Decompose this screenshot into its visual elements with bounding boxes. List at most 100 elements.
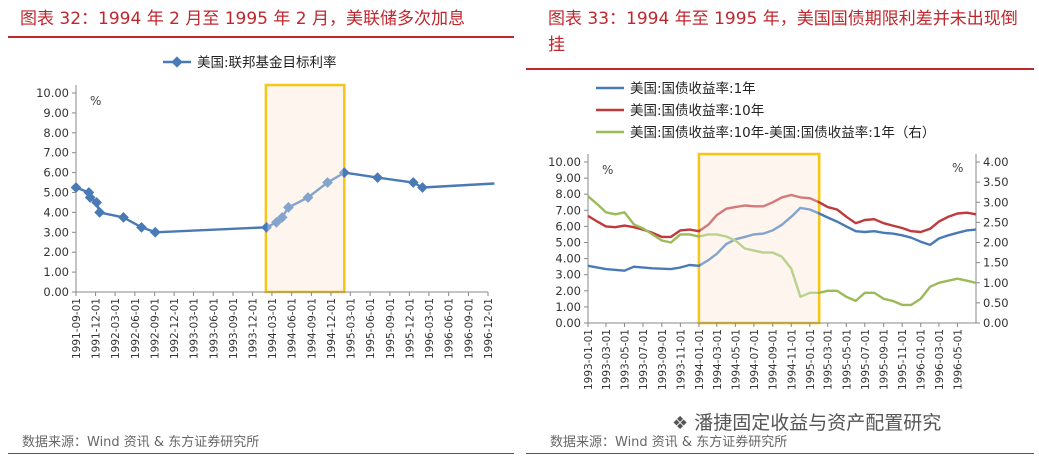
x-tick-label: 1994-01-01: [694, 329, 706, 390]
x-tick-label: 1994-09-01: [768, 329, 780, 390]
y-tick-label: 3.00: [43, 225, 69, 239]
x-tick-label: 1995-11-01: [897, 329, 909, 390]
x-tick-label: 1993-09-01: [657, 329, 669, 390]
x-tick-label: 1992-03-01: [110, 298, 122, 359]
title-divider-left: [8, 36, 514, 38]
x-tick-label: 1993-03-01: [188, 298, 200, 359]
legend-label: 美国:国债收益率:1年: [630, 80, 756, 97]
x-tick-label: 1995-12-01: [404, 298, 416, 359]
x-tick-label: 1994-09-01: [306, 298, 318, 359]
y-tick-label: 10.00: [36, 86, 69, 100]
y-tick-label: 3.00: [555, 268, 581, 282]
x-tick-label: 1996-03-01: [934, 329, 946, 390]
data-point: [271, 216, 282, 228]
y-tick-label: 7.00: [43, 146, 69, 160]
x-tick-label: 1996-03-01: [424, 298, 436, 359]
y-tick-label: 9.00: [43, 106, 69, 120]
y-tick-label: 0.00: [43, 285, 69, 299]
left-panel: 图表 32：1994 年 2 月至 1995 年 2 月，美联储多次加息 0.0…: [8, 9, 514, 454]
chart-title-left: 图表 32：1994 年 2 月至 1995 年 2 月，美联储多次加息: [20, 9, 466, 29]
y-tick-label: 2.00: [43, 245, 69, 259]
y2-tick-label: 1.50: [983, 256, 1009, 270]
y-tick-label: 1.00: [555, 300, 581, 314]
y-tick-label: 9.00: [555, 171, 581, 185]
data-point: [372, 172, 383, 183]
x-tick-label: 1995-01-01: [805, 329, 817, 390]
legend-marker: [171, 56, 183, 68]
watermark-text: 潘捷固定收益与资产配置研究: [694, 412, 942, 434]
series-line-2: [587, 195, 977, 307]
y-tick-label: 7.00: [555, 203, 581, 217]
fed-funds-chart: 0.00 1.00 2.00 3.00 4.00 5.00 6.00 7.00 8.00 9.00…: [36, 54, 495, 359]
x-tick-label: 1996-05-01: [952, 329, 964, 390]
highlight-wash: [700, 155, 818, 322]
x-tick-label: 1996-12-01: [483, 298, 495, 359]
watermark: ❖ 潘捷固定收益与资产配置研究: [672, 408, 941, 435]
x-tick-label: 1996-09-01: [463, 298, 475, 359]
x-tick-label: 1995-09-01: [879, 329, 891, 390]
series-line-1: [587, 193, 977, 239]
x-tick-label: 1993-07-01: [638, 329, 650, 390]
y-tick-label: 5.00: [43, 186, 69, 200]
y2-tick-label: 4.00: [983, 155, 1009, 169]
y-tick-label: 10.00: [548, 155, 581, 169]
y-tick-label: 8.00: [43, 126, 69, 140]
x-tick-label: 1995-03-01: [823, 329, 835, 390]
y-tick-label: 5.00: [555, 236, 581, 250]
y2-tick-label: 2.00: [983, 236, 1009, 250]
y2-tick-label: 1.00: [983, 276, 1009, 290]
y2-unit-label: %: [952, 161, 963, 175]
data-point: [70, 182, 82, 193]
right-panel: 图表 33：1994 年至 1995 年，美国国债期限利差并未出现倒挂 0.00…: [522, 0, 1039, 465]
source-note-right: 数据来源：Wind 资讯 & 东方证券研究所: [550, 435, 788, 450]
data-point: [302, 192, 314, 203]
data-point: [417, 182, 428, 193]
x-tick-label: 1994-07-01: [749, 329, 761, 390]
y2-tick-label: 3.50: [983, 175, 1009, 189]
x-tick-label: 1992-06-01: [130, 298, 142, 359]
y-tick-label: 1.00: [43, 265, 69, 279]
x-tick-label: 1993-03-01: [601, 329, 613, 390]
y-tick-label: 2.00: [555, 284, 581, 298]
data-point: [94, 207, 106, 218]
x-tick-label: 1991-09-01: [71, 298, 83, 359]
y-tick-label: 4.00: [555, 252, 581, 266]
x-tick-label: 1992-12-01: [169, 298, 181, 359]
legend-label: 美国:国债收益率:10年-美国:国债收益率:1年（右）: [630, 124, 935, 141]
x-tick-label: 1994-03-01: [712, 329, 724, 390]
chart-title-right: 图表 33：1994 年至 1995 年，美国国债期限利差并未出现倒挂: [548, 9, 1018, 55]
x-tick-label: 1994-12-01: [326, 298, 338, 359]
x-tick-label: 1994-06-01: [287, 298, 299, 359]
x-tick-label: 1994-03-01: [267, 298, 279, 359]
y-unit-label: %: [90, 94, 101, 108]
y-tick-label: 6.00: [555, 219, 581, 233]
data-point: [276, 212, 288, 223]
highlight-wash: [267, 86, 343, 291]
x-tick-label: 1995-03-01: [345, 298, 357, 359]
footer-divider-left: [8, 453, 514, 454]
x-tick-label: 1995-09-01: [385, 298, 397, 359]
x-tick-label: 1991-12-01: [91, 298, 103, 359]
x-tick-label: 1993-09-01: [228, 298, 240, 359]
x-tick-label: 1996-01-01: [916, 329, 928, 390]
wechat-icon: ❖: [672, 413, 689, 434]
title-divider-right: [526, 68, 1034, 70]
data-point: [283, 202, 294, 213]
source-note-left: 数据来源：Wind 资讯 & 东方证券研究所: [22, 435, 260, 450]
y-tick-label: 6.00: [43, 166, 69, 180]
y-tick-label: 0.00: [555, 316, 581, 330]
data-point: [149, 226, 161, 238]
data-point: [84, 192, 96, 203]
y2-tick-label: 0.00: [983, 316, 1009, 330]
data-point: [91, 197, 102, 208]
footer-divider-right: [526, 453, 1034, 454]
series-line-0: [587, 206, 977, 272]
x-tick-label: 1993-05-01: [619, 329, 631, 390]
x-tick-label: 1994-11-01: [786, 329, 798, 390]
y-unit-label: %: [602, 163, 613, 177]
data-point: [407, 177, 419, 188]
y2-tick-label: 2.50: [983, 215, 1009, 229]
y-tick-label: 4.00: [43, 205, 69, 219]
data-point: [118, 212, 129, 223]
treasury-yield-chart: 0.00 1.00 2.00 3.00 4.00 5.00 6.00 7.00 8.00 9.00…: [548, 80, 1009, 390]
